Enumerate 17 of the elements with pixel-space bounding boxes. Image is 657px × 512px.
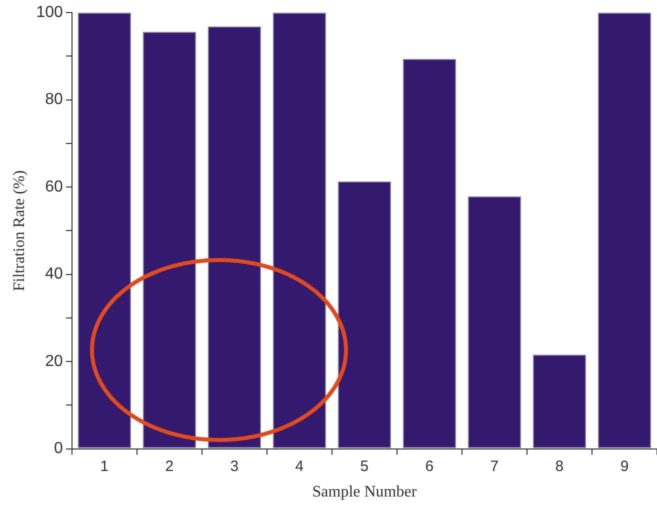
x-axis-title: Sample Number	[312, 484, 418, 501]
x-tick-label: 6	[425, 458, 434, 475]
x-tick-label: 3	[230, 458, 239, 475]
y-tick-label: 80	[45, 91, 63, 108]
x-tick-label: 1	[100, 458, 109, 475]
y-tick-label: 0	[54, 440, 63, 458]
x-tick-label: 9	[620, 458, 629, 475]
x-tick-label: 7	[490, 458, 499, 475]
x-tick-label: 8	[555, 458, 564, 475]
y-tick-label: 100	[36, 4, 63, 22]
x-tick-label: 5	[360, 458, 369, 475]
y-tick-label: 60	[45, 178, 63, 196]
x-tick-label: 2	[165, 458, 174, 475]
y-tick-label: 20	[45, 352, 63, 370]
y-axis-title: Filtration Rate (%)	[10, 170, 28, 292]
x-tick-label: 4	[295, 458, 304, 475]
y-tick-label: 40	[45, 266, 63, 283]
